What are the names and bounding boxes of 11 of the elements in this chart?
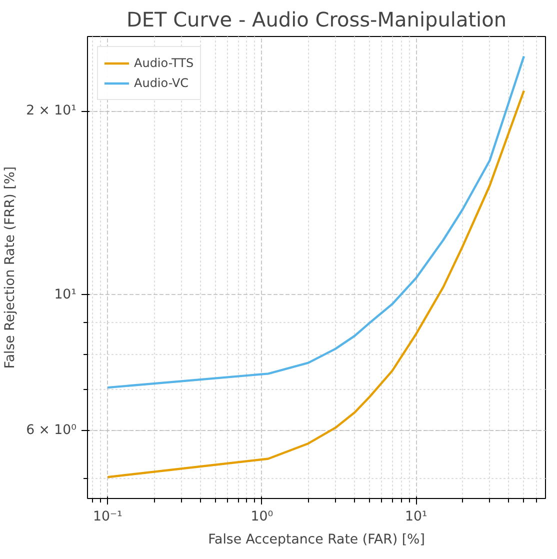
x-axis-title: False Acceptance Rate (FAR) [%]: [208, 532, 425, 548]
x-tick-label: 10⁰: [250, 510, 274, 524]
y-tick-label: 10¹: [54, 287, 77, 302]
y-tick-label: 2 × 10¹: [26, 104, 77, 119]
x-tick-label: 10¹: [404, 510, 428, 524]
legend-label: Audio-VC: [134, 76, 189, 90]
y-axis-title: False Rejection Rate (FRR) [%]: [3, 166, 18, 369]
legend-label: Audio-TTS: [134, 56, 194, 70]
chart-title: DET Curve - Audio Cross-Manipulation: [126, 8, 507, 32]
x-tick-label: 10⁻¹: [93, 510, 122, 524]
y-tick-label: 6 × 10⁰: [26, 422, 77, 438]
